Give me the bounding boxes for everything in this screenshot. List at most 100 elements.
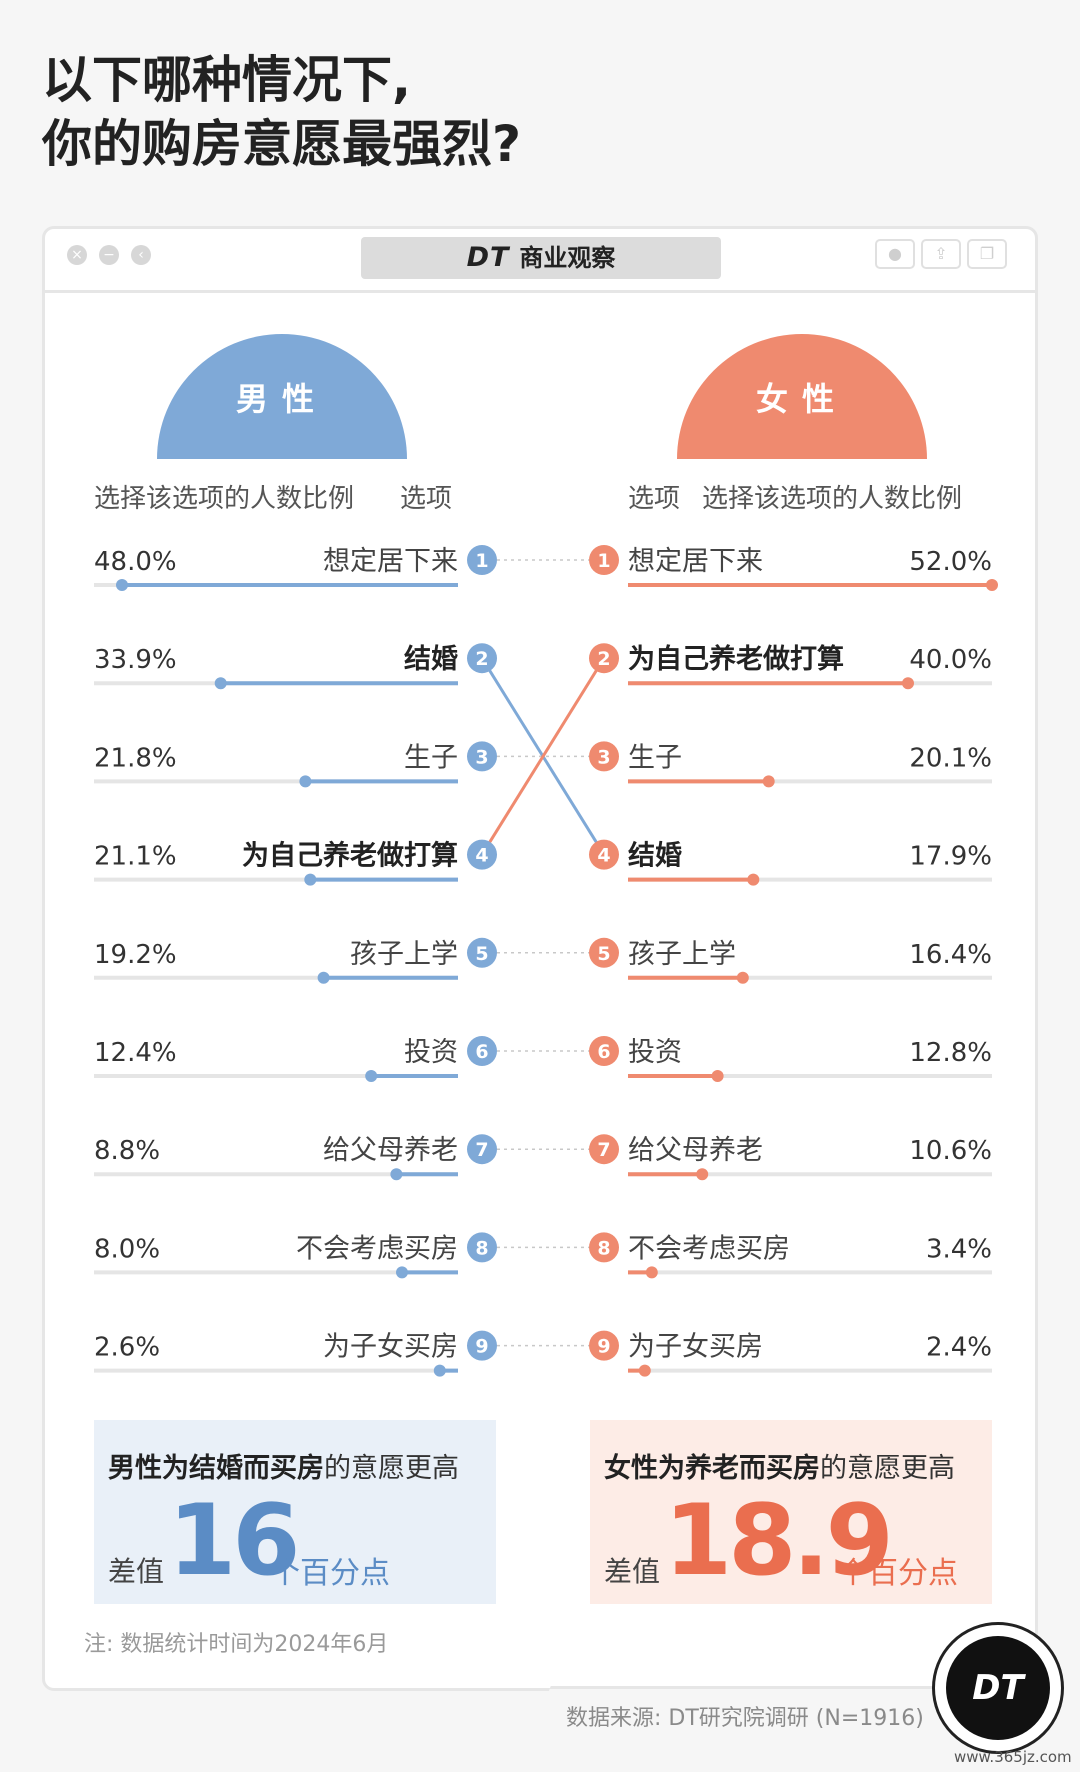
male-value-label: 8.0% bbox=[94, 1234, 160, 1264]
female-diff-unit: 个百分点 bbox=[838, 1556, 958, 1591]
female-bar-dot bbox=[736, 971, 749, 984]
female-bar-dot bbox=[645, 1266, 658, 1279]
female-rank-number: 2 bbox=[597, 648, 610, 670]
female-header-option: 选项 bbox=[628, 484, 681, 514]
male-diff-unit: 个百分点 bbox=[270, 1556, 390, 1591]
female-bar-dot bbox=[747, 873, 760, 886]
male-option-label: 投资 bbox=[404, 1037, 458, 1068]
brand-tab: DT 商业观察 bbox=[361, 237, 721, 279]
female-option-label: 投资 bbox=[628, 1037, 682, 1068]
male-value-label: 21.1% bbox=[94, 842, 177, 872]
female-option-label: 为自己养老做打算 bbox=[628, 643, 844, 675]
comparison-chart: 48.0% 想定居下来 133.9% 结婚 221.8% 生子 321.1% 为自己养老做打算… bbox=[94, 545, 998, 1377]
male-option-label: 结婚 bbox=[404, 644, 458, 675]
female-header-pct: 选择该选项的人数比例 bbox=[702, 484, 963, 514]
male-bar-dot bbox=[433, 1364, 446, 1377]
male-value-label: 33.9% bbox=[94, 645, 177, 675]
female-rank-circle bbox=[589, 1330, 619, 1361]
female-value-label: 16.4% bbox=[909, 940, 992, 970]
male-option-label: 为子女买房 bbox=[323, 1332, 458, 1363]
male-summary-bold: 男性为结婚而买房 bbox=[108, 1453, 324, 1484]
female-rank-circle bbox=[589, 643, 619, 674]
female-option-label: 为子女买房 bbox=[628, 1332, 763, 1363]
male-rank-number: 6 bbox=[475, 1041, 488, 1063]
female-rank-number: 3 bbox=[597, 746, 610, 768]
male-rank-number: 1 bbox=[475, 550, 488, 572]
male-rank-circle bbox=[467, 1134, 497, 1165]
female-option-label: 生子 bbox=[628, 742, 682, 773]
watermark-website: www.365jz.com bbox=[954, 1748, 1072, 1766]
male-header-option: 选项 bbox=[400, 484, 453, 514]
male-option-label: 想定居下来 bbox=[323, 546, 458, 577]
brand-name: 商业观察 bbox=[519, 244, 616, 272]
female-diff-value: 18.9 bbox=[664, 1484, 894, 1598]
female-value-label: 52.0% bbox=[909, 547, 992, 577]
female-value-label: 20.1% bbox=[909, 743, 992, 773]
data-source: 数据来源: DT研究院调研 (N=1916) bbox=[566, 1706, 924, 1731]
page-title: 以下哪种情况下, 你的购房意愿最强烈? bbox=[42, 48, 521, 176]
male-header-pct: 选择该选项的人数比例 bbox=[94, 484, 355, 514]
share-icon[interactable]: ⇪ bbox=[921, 239, 961, 269]
male-rank-circle bbox=[467, 643, 497, 674]
connector-cross-female bbox=[480, 657, 606, 856]
record-icon[interactable]: ● bbox=[875, 239, 915, 269]
male-rank-number: 5 bbox=[475, 943, 488, 965]
male-bar-dot bbox=[304, 873, 317, 886]
male-rank-number: 3 bbox=[475, 746, 488, 768]
female-rank-circle bbox=[589, 839, 619, 870]
male-rank-number: 4 bbox=[475, 845, 488, 867]
male-bar-dot bbox=[116, 579, 128, 591]
male-rank-circle bbox=[467, 1036, 497, 1066]
male-rank-circle bbox=[467, 741, 497, 772]
male-value-label: 12.4% bbox=[94, 1038, 177, 1068]
female-bar-dot bbox=[711, 1070, 724, 1082]
male-summary-rest: 的意愿更高 bbox=[324, 1453, 459, 1484]
female-value-label: 3.4% bbox=[926, 1234, 992, 1264]
female-diff-label: 差值 bbox=[604, 1555, 661, 1588]
copy-icon[interactable]: ❐ bbox=[967, 239, 1007, 269]
female-rank-number: 8 bbox=[597, 1237, 610, 1259]
minimize-icon[interactable]: − bbox=[99, 245, 119, 265]
female-bar-dot bbox=[696, 1168, 709, 1181]
male-bar-dot bbox=[299, 775, 312, 788]
female-bar-dot bbox=[986, 579, 998, 591]
male-option-label: 给父母养老 bbox=[323, 1135, 458, 1166]
footnote: 注: 数据统计时间为2024年6月 bbox=[84, 1632, 389, 1657]
female-rank-number: 5 bbox=[597, 943, 610, 965]
female-rank-circle bbox=[589, 741, 619, 772]
female-rank-circle bbox=[589, 937, 619, 968]
female-option-label: 想定居下来 bbox=[628, 546, 763, 577]
male-rank-number: 2 bbox=[475, 648, 488, 670]
male-rank-number: 9 bbox=[475, 1336, 488, 1358]
close-icon[interactable]: × bbox=[67, 245, 87, 265]
female-rank-number: 6 bbox=[597, 1041, 610, 1063]
male-diff-label: 差值 bbox=[108, 1555, 165, 1588]
male-value-label: 48.0% bbox=[94, 547, 177, 577]
brand-mark: DT bbox=[466, 242, 510, 273]
female-rank-circle bbox=[589, 1232, 619, 1263]
female-option-label: 结婚 bbox=[628, 841, 682, 872]
male-rank-number: 8 bbox=[475, 1237, 488, 1259]
male-rank-circle bbox=[467, 839, 497, 870]
female-summary-text: 女性为养老而买房的意愿更高 bbox=[604, 1446, 955, 1485]
male-bar-dot bbox=[396, 1266, 408, 1279]
male-rank-number: 7 bbox=[475, 1139, 488, 1161]
male-value-label: 8.8% bbox=[94, 1136, 160, 1166]
expand-icon[interactable]: ‹ bbox=[131, 245, 151, 265]
male-option-label: 为自己养老做打算 bbox=[242, 840, 458, 872]
female-rank-circle bbox=[589, 1036, 619, 1066]
male-rank-circle bbox=[467, 1330, 497, 1361]
male-option-label: 不会考虑买房 bbox=[296, 1233, 458, 1264]
female-bar-dot bbox=[902, 677, 914, 690]
female-value-label: 12.8% bbox=[909, 1038, 992, 1068]
female-rank-number: 1 bbox=[597, 550, 610, 572]
female-rank-circle bbox=[589, 1134, 619, 1165]
male-summary-box: 男性为结婚而买房的意愿更高 差值 16 个百分点 bbox=[94, 1420, 496, 1604]
male-value-label: 2.6% bbox=[94, 1333, 160, 1363]
female-rank-circle bbox=[589, 545, 619, 575]
window-titlebar: × − ‹ DT 商业观察 ● ⇪ ❐ bbox=[45, 229, 1035, 293]
female-option-label: 给父母养老 bbox=[628, 1135, 763, 1166]
female-summary-bold: 女性为养老而买房 bbox=[604, 1453, 820, 1484]
female-rank-number: 7 bbox=[597, 1139, 610, 1161]
title-line-1: 以下哪种情况下, bbox=[42, 51, 411, 109]
